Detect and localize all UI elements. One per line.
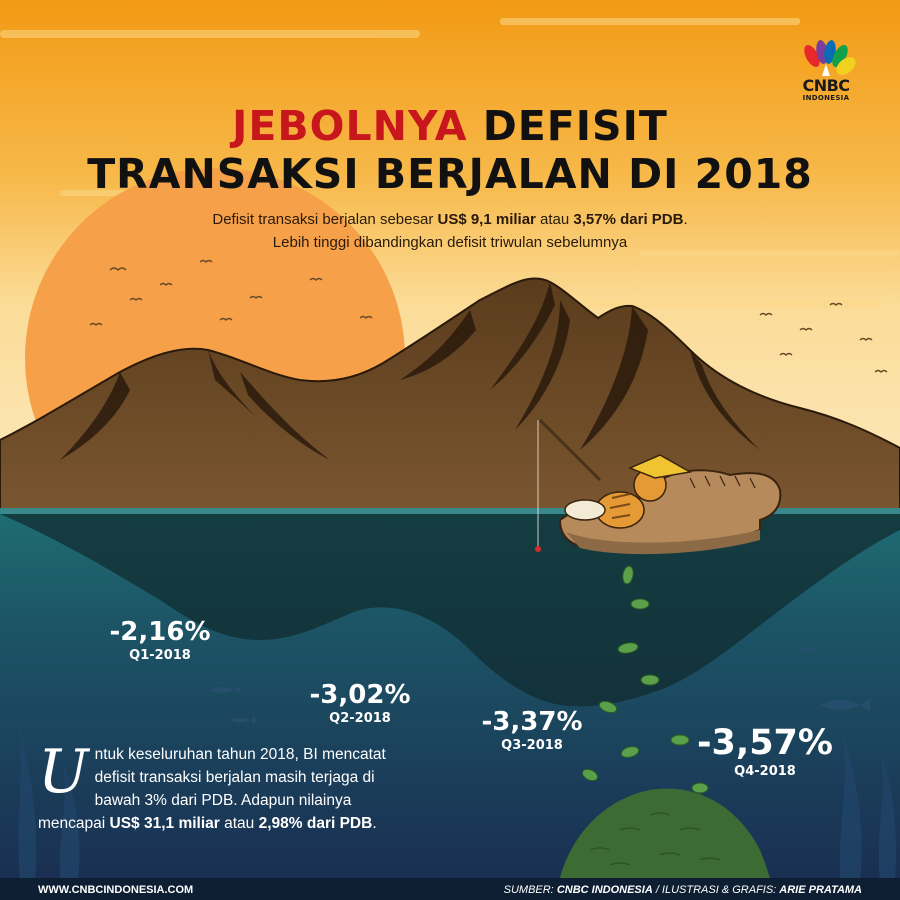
fishing-rod — [538, 418, 602, 482]
title-line-1-rest: DEFISIT — [467, 102, 668, 150]
quarter-label: Q1-2018 — [129, 648, 191, 663]
subtitle-line-2: Lebih tinggi dibandingkan defisit triwul… — [272, 234, 628, 251]
credits-separator: / ILUSTRASI & GRAFIS: — [652, 884, 780, 896]
quarter-label: Q4-2018 — [734, 764, 796, 779]
title-line-2: TRANSAKSI BERJALAN DI 2018 — [87, 150, 813, 198]
subtitle-text: . — [683, 211, 688, 228]
description-amount: US$ 31,1 miliar — [109, 815, 220, 832]
quarter-q3: -3,37% Q3-2018 — [462, 706, 602, 754]
mountain-range — [0, 277, 900, 513]
clouds — [0, 18, 900, 308]
subtitle-line-1: Defisit transaksi berjalan sebesar US$ 9… — [0, 209, 900, 231]
description-text: ntuk keseluruhan tahun 2018, BI mencatat… — [38, 746, 386, 832]
description-text: atau — [219, 815, 259, 832]
source-name: CNBC INDONESIA — [556, 884, 653, 896]
quarter-value: -3,37% — [481, 707, 583, 737]
quarter-label: Q2-2018 — [329, 711, 391, 726]
author-name: ARIE PRATAMA — [779, 884, 862, 896]
quarter-q4: -3,57% Q4-2018 — [680, 722, 850, 780]
quarter-value: -3,57% — [697, 723, 833, 763]
drop-cap: U — [38, 737, 89, 807]
fishing-float — [535, 546, 541, 552]
fish — [210, 648, 870, 724]
seaweed — [18, 720, 897, 880]
footer-website[interactable]: WWW.CNBCINDONESIA.COM — [38, 884, 194, 896]
money-pile-texture — [589, 812, 721, 866]
quarter-q2: -3,02% Q2-2018 — [290, 679, 430, 727]
description-text: . — [372, 815, 377, 832]
footer-bar — [0, 878, 900, 900]
mountain-reflection — [0, 514, 900, 707]
title-accent: JEBOLNYA — [232, 102, 468, 150]
description-ratio: 2,98% dari PDB — [258, 815, 373, 832]
footer-credits: SUMBER: CNBC INDONESIA / ILUSTRASI & GRA… — [504, 883, 862, 897]
peacock-icon — [796, 40, 856, 76]
subtitle-text: Defisit transaksi berjalan sebesar — [212, 211, 438, 228]
mountain-ridges — [60, 282, 760, 460]
quarter-q1: -2,16% Q1-2018 — [90, 616, 230, 664]
falling-money — [581, 565, 709, 794]
money-pile — [560, 788, 770, 878]
source-label: SUMBER: — [503, 884, 557, 896]
quarter-value: -3,02% — [309, 680, 411, 710]
birds — [89, 259, 888, 373]
subtitle-amount: US$ 9,1 miliar — [437, 211, 536, 228]
cat-fisher — [564, 454, 693, 529]
logo-wordmark: CNBC — [802, 76, 850, 95]
logo-subtitle: INDONESIA — [802, 94, 850, 102]
cnbc-logo: CNBC INDONESIA — [788, 40, 864, 102]
subtitle-text: atau — [535, 211, 574, 228]
quarter-label: Q3-2018 — [501, 738, 563, 753]
subtitle-ratio: 3,57% dari PDB — [573, 211, 684, 228]
quarter-value: -2,16% — [109, 617, 211, 647]
title-line-1: JEBOLNYA DEFISIT — [0, 103, 900, 149]
